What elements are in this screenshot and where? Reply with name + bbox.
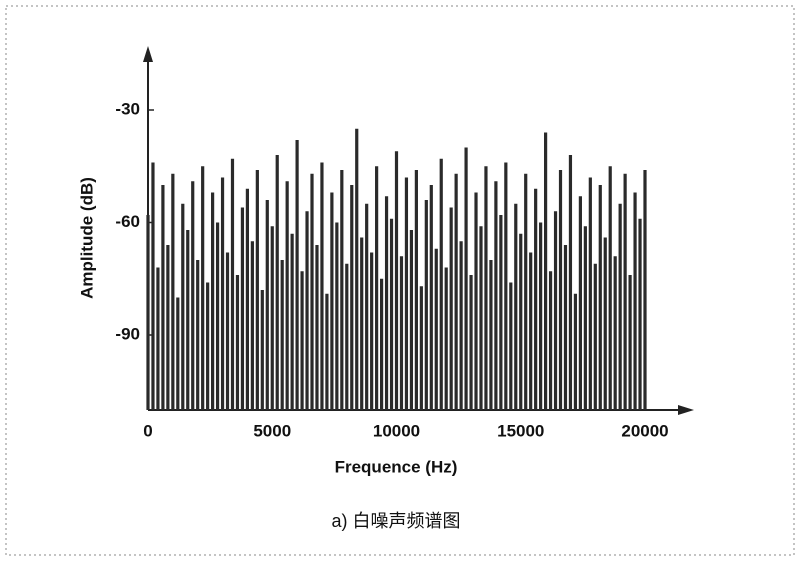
frame <box>5 5 795 556</box>
y-arrow <box>143 46 153 62</box>
y-tick-label: -90 <box>115 324 140 343</box>
y-axis-label: Amplitude (dB) <box>77 177 96 299</box>
x-tick-label: 20000 <box>621 421 668 440</box>
y-tick-label: -60 <box>115 212 140 231</box>
x-axis-label: Frequence (Hz) <box>335 457 458 476</box>
x-arrow <box>678 405 694 415</box>
caption: a) 白噪声频谱图 <box>331 511 460 531</box>
x-tick-label: 10000 <box>373 421 420 440</box>
x-tick-label: 5000 <box>253 421 291 440</box>
x-tick-label: 15000 <box>497 421 544 440</box>
x-tick-label: 0 <box>143 421 152 440</box>
y-tick-label: -30 <box>115 99 140 118</box>
